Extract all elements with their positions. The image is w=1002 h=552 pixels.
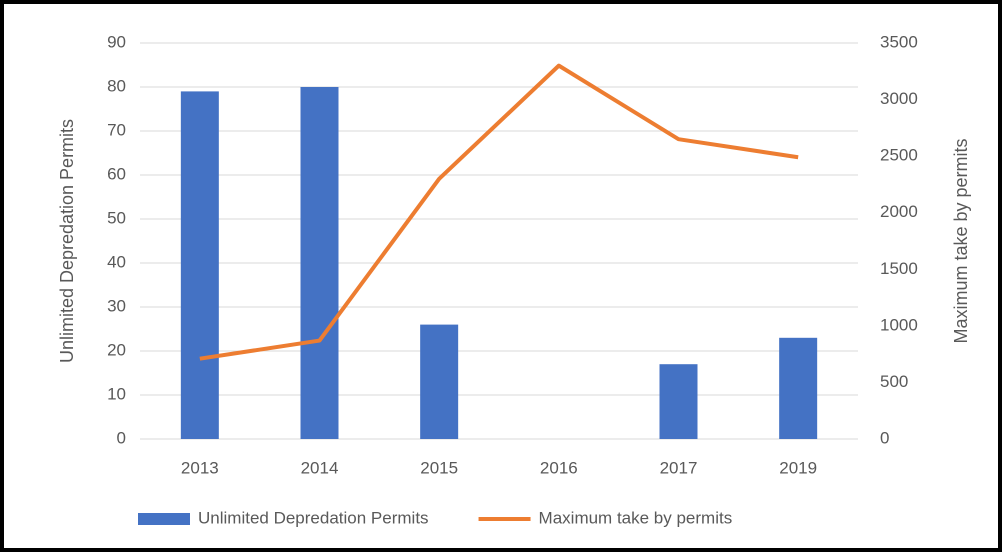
bar — [420, 324, 459, 439]
y2-axis-title: Maximum take by permits — [951, 138, 971, 343]
legend-swatch — [138, 513, 190, 525]
y2-tick-label: 1000 — [880, 315, 918, 334]
y-tick-label: 0 — [117, 428, 126, 447]
y2-tick-label: 500 — [880, 372, 908, 391]
y-tick-label: 70 — [107, 120, 126, 139]
legend-label: Maximum take by permits — [539, 508, 733, 527]
bar — [180, 91, 219, 440]
bar — [659, 364, 698, 439]
y-tick-label: 10 — [107, 384, 126, 403]
x-tick-label: 2013 — [181, 458, 219, 477]
bar — [300, 87, 339, 439]
y-tick-label: 60 — [107, 164, 126, 183]
y-tick-label: 90 — [107, 32, 126, 51]
y-tick-label: 50 — [107, 208, 126, 227]
x-tick-label: 2014 — [301, 458, 339, 477]
y2-tick-label: 3500 — [880, 32, 918, 51]
y-tick-label: 30 — [107, 296, 126, 315]
y2-tick-label: 2000 — [880, 202, 918, 221]
y2-tick-label: 1500 — [880, 259, 918, 278]
y-axis-title: Unlimited Depredation Permits — [57, 119, 77, 363]
x-tick-label: 2015 — [420, 458, 458, 477]
y2-tick-label: 2500 — [880, 146, 918, 165]
legend-label: Unlimited Depredation Permits — [198, 508, 429, 527]
y2-tick-label: 0 — [880, 428, 889, 447]
y-tick-label: 40 — [107, 252, 126, 271]
line — [199, 63, 799, 361]
x-tick-label: 2017 — [660, 458, 698, 477]
x-tick-label: 2016 — [540, 458, 578, 477]
y-tick-label: 20 — [107, 340, 126, 359]
y-tick-label: 80 — [107, 76, 126, 95]
bar — [779, 337, 818, 439]
x-tick-label: 2019 — [779, 458, 817, 477]
y2-tick-label: 3000 — [880, 89, 918, 108]
